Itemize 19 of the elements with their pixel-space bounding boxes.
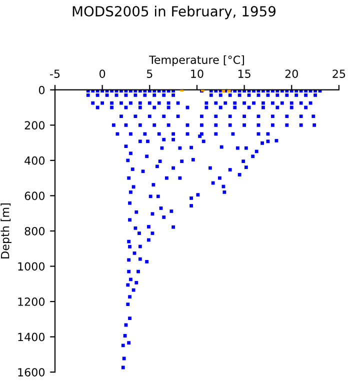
x-tick-label: 0 [100, 70, 106, 78]
x-tick-label: 20 [285, 70, 298, 78]
y-tick-label: 400 [24, 156, 45, 165]
x-axis-title: Temperature [°C] [148, 55, 244, 66]
y-tick-label: 1200 [18, 298, 45, 306]
y-tick-label: 600 [24, 192, 45, 200]
y-tick-label: 800 [24, 226, 45, 236]
x-tick-label: 25 [332, 70, 346, 78]
y-tick-label: 0 [38, 86, 45, 94]
y-tick-label: 200 [24, 121, 45, 130]
y-tick-label: 1400 [18, 332, 45, 342]
y-axis-title: Depth [m] [0, 203, 12, 258]
x-tick-label: 5 [146, 70, 152, 78]
y-tick-label: 1600 [18, 368, 45, 376]
chart-title: MODS2005 in February, 1959 [72, 6, 276, 20]
x-tick-label: -5 [50, 70, 60, 78]
x-tick-label: 15 [238, 70, 250, 78]
y-tick-label: 1000 [18, 262, 45, 271]
x-tick-label: 10 [191, 70, 204, 78]
